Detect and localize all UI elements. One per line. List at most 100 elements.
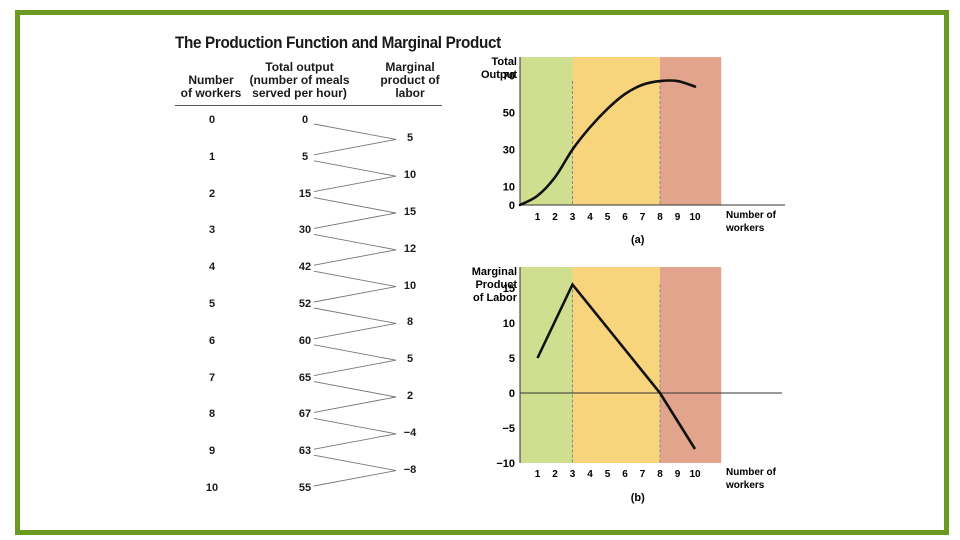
y-tick-label: 10	[503, 182, 515, 194]
x-tick-label: 3	[570, 212, 576, 223]
y-axis-label: Total	[492, 56, 517, 68]
x-tick-label: 5	[605, 469, 611, 480]
y-tick-label: 50	[503, 108, 515, 120]
x-tick-label: 6	[622, 212, 628, 223]
output-cell: 30	[298, 224, 312, 237]
header-mp-line3: labor	[395, 86, 425, 100]
connector-line	[313, 470, 397, 487]
connector-line	[313, 322, 397, 340]
header-output-line3: served per hour)	[252, 86, 347, 100]
x-tick-label: 5	[605, 212, 611, 223]
connector-line	[313, 307, 397, 324]
connector-line	[313, 454, 397, 472]
y-tick-label: 0	[509, 200, 515, 212]
x-tick-label: 7	[640, 212, 646, 223]
connector-line	[313, 417, 397, 435]
workers-cell: 8	[208, 408, 216, 421]
x-axis-label: workers	[725, 480, 765, 491]
marginal-product-cell: 8	[406, 316, 414, 329]
workers-cell: 9	[208, 445, 216, 458]
x-tick-label: 9	[675, 469, 681, 480]
header-workers: Number of workers	[176, 74, 246, 100]
total-output-curve	[518, 79, 697, 207]
marginal-product-cell: 10	[403, 169, 417, 182]
header-output: Total output (number of meals served per…	[247, 61, 352, 100]
output-cell: 5	[301, 150, 309, 163]
y-axis-label: Product	[475, 279, 517, 291]
marginal-product-line	[536, 282, 697, 450]
workers-cell: 7	[208, 371, 216, 384]
output-cell: 55	[298, 482, 312, 494]
connector-line	[313, 212, 397, 229]
y-tick-label: 30	[503, 145, 515, 157]
marginal-product-cell: −4	[403, 426, 417, 439]
connector-line	[313, 270, 397, 288]
connector-line	[313, 233, 397, 251]
marginal-product-cell: 10	[403, 279, 417, 292]
connector-line	[313, 249, 397, 266]
header-mp-line2: product of	[380, 73, 440, 87]
workers-cell: 2	[208, 187, 216, 200]
marginal-product-cell: 5	[406, 132, 414, 145]
output-cell: 67	[298, 408, 312, 421]
x-tick-label: 1	[535, 469, 541, 480]
workers-cell: 4	[208, 261, 216, 274]
slide-frame	[15, 10, 949, 535]
y-tick-label: 15	[503, 283, 515, 295]
connector-line	[313, 160, 397, 177]
x-tick-label: 6	[622, 469, 628, 480]
output-cell: 15	[298, 187, 312, 200]
connector-line	[313, 175, 397, 193]
output-cell: 52	[298, 298, 312, 310]
x-tick-label: 1	[535, 212, 541, 223]
slide-title: The Production Function and Marginal Pro…	[175, 33, 501, 52]
stage-region	[520, 57, 573, 205]
x-axis-label: Number of	[726, 210, 777, 221]
x-tick-label: 9	[675, 212, 681, 223]
header-mp: Marginal product of labor	[372, 61, 448, 100]
connector-line	[313, 286, 397, 303]
connector-line	[313, 433, 397, 450]
header-workers-line1: Number	[188, 73, 234, 87]
y-axis-label: Marginal	[472, 266, 517, 278]
stage-region	[520, 267, 573, 463]
header-output-line1: Total output	[265, 60, 334, 74]
panel-label: (a)	[631, 234, 645, 246]
connector-line	[313, 359, 397, 377]
stage-region	[572, 267, 660, 463]
x-axis-label: workers	[725, 223, 765, 234]
x-tick-label: 10	[689, 469, 701, 480]
output-cell: 42	[298, 261, 312, 274]
header-workers-line2: of workers	[180, 86, 242, 100]
marginal-product-cell: 5	[406, 353, 414, 366]
workers-cell: 10	[205, 482, 219, 494]
workers-cell: 6	[208, 334, 216, 347]
y-tick-label: 0	[509, 388, 515, 400]
marginal-product-cell: 15	[403, 206, 417, 218]
y-tick-label: 70	[503, 71, 515, 83]
output-cell: 63	[298, 445, 312, 458]
y-axis-label: of Labor	[473, 292, 518, 304]
header-output-line2: (number of meals	[249, 73, 350, 87]
marginal-product-cell: −8	[403, 463, 417, 476]
connector-line	[313, 381, 397, 398]
workers-cell: 5	[208, 298, 216, 310]
x-tick-label: 7	[640, 469, 646, 480]
connector-line	[313, 344, 397, 361]
y-tick-label: −10	[496, 458, 515, 470]
connector-line	[313, 396, 397, 413]
x-tick-label: 8	[657, 212, 663, 223]
stage-region	[660, 267, 722, 463]
marginal-product-cell: 2	[406, 390, 414, 402]
y-axis-label: Output	[481, 69, 517, 81]
y-tick-label: 10	[503, 318, 515, 330]
output-cell: 65	[298, 371, 312, 384]
x-tick-label: 2	[552, 469, 558, 480]
x-tick-label: 4	[587, 469, 593, 480]
panel-label: (b)	[631, 492, 645, 504]
y-tick-label: 5	[509, 353, 515, 365]
workers-cell: 1	[208, 150, 216, 163]
